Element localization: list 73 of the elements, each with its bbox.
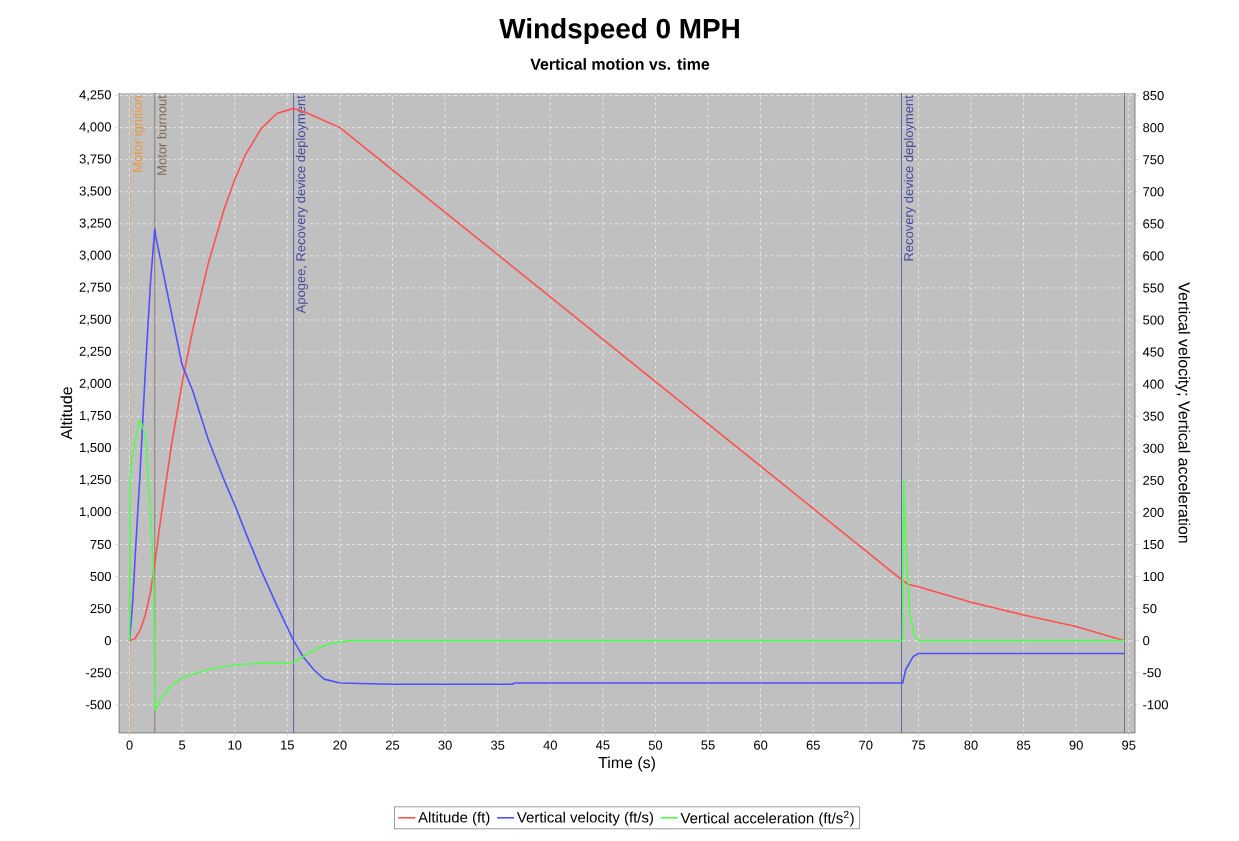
y-tick-label: 2,750 [79, 282, 111, 294]
y-tick-label: 1,250 [80, 474, 111, 486]
y-tick-label: 1,750 [80, 410, 111, 422]
x-tick-label: 20 [333, 740, 347, 750]
x-tick-label: 25 [385, 740, 400, 750]
x-tick-label: 90 [1069, 740, 1083, 750]
y-tick-label: 2,250 [79, 346, 111, 358]
y-tick-label: 4,250 [79, 90, 111, 101]
y2-tick-label: 450 [1142, 347, 1164, 357]
chart-title: Windspeed 0 MPH [499, 18, 739, 44]
y2-tick-label: 700 [1143, 187, 1164, 197]
x-tick-label: 10 [228, 740, 242, 750]
chart-subtitle: Vertical motion vs. time [530, 58, 710, 70]
y-tick-label: -250 [86, 668, 111, 678]
x-tick-label: 85 [1016, 740, 1031, 750]
y2-tick-label: 350 [1143, 411, 1164, 421]
y-tick-label: 500 [90, 571, 111, 582]
y-tick-label: 0 [104, 636, 111, 646]
y-tick-label: 250 [90, 604, 111, 614]
x-tick-label: 45 [595, 740, 610, 750]
x-tick-label: 75 [911, 740, 926, 750]
y-tick-label: 3,250 [79, 218, 111, 230]
x-tick-label: 0 [126, 740, 133, 750]
y-tick-label: 3,500 [79, 186, 111, 198]
y2-tick-label: 750 [1143, 155, 1164, 165]
y-tick-label: 1,500 [80, 442, 111, 454]
ref-line-label: Apogee, Recovery device deployment [295, 95, 308, 314]
y2-axis-title: Vertical velocity; Vertical acceleration [1175, 282, 1191, 543]
y-tick-label: -500 [86, 700, 111, 710]
x-tick-label: 35 [490, 740, 505, 750]
y-tick-label: 3,750 [79, 154, 111, 166]
y2-tick-label: -50 [1143, 668, 1161, 678]
ref-line-label: Motor ignition [132, 96, 145, 172]
y2-tick-label: 200 [1143, 507, 1164, 517]
ref-line-label: Motor burnout [156, 95, 167, 175]
x-tick-label: 95 [1122, 740, 1136, 750]
y2-tick-label: 250 [1143, 475, 1164, 485]
x-tick-label: 15 [281, 740, 294, 750]
x-tick-label: 40 [543, 740, 557, 750]
ref-line-label: Recovery device deployment [903, 95, 916, 261]
y-tick-label: 3,000 [79, 250, 111, 262]
line-series [128, 418, 1126, 711]
y-tick-label: 4,000 [79, 122, 111, 133]
legend-label: Altitude (ft) [418, 811, 490, 826]
legend-label: Vertical acceleration (ft/s$^{2}$) [680, 810, 854, 827]
x-tick-label: 70 [859, 740, 873, 750]
x-axis-title: Time (s) [598, 756, 655, 772]
y2-tick-label: 100 [1143, 571, 1164, 582]
x-tick-label: 30 [438, 740, 452, 750]
y2-tick-label: 150 [1143, 539, 1164, 550]
y-tick-label: 2,000 [79, 378, 111, 390]
y-tick-label: 1,000 [80, 507, 111, 518]
y2-tick-label: 850 [1143, 90, 1164, 101]
y2-tick-label: 550 [1143, 283, 1164, 293]
y2-tick-label: -100 [1143, 700, 1168, 710]
y2-tick-label: 300 [1143, 443, 1164, 453]
y2-tick-label: 400 [1142, 379, 1164, 389]
x-tick-label: 60 [754, 740, 768, 750]
y2-tick-label: 600 [1143, 251, 1164, 261]
y-axis-title: Altitude [60, 387, 73, 440]
x-tick-label: 5 [179, 740, 186, 750]
y2-tick-label: 800 [1143, 123, 1164, 133]
x-tick-label: 50 [648, 740, 663, 750]
y-tick-label: 750 [90, 539, 111, 550]
y2-tick-label: 0 [1143, 636, 1150, 646]
y2-tick-label: 500 [1143, 315, 1164, 325]
x-tick-label: 80 [964, 740, 978, 750]
y2-tick-label: 650 [1143, 219, 1164, 229]
y-tick-label: 2,500 [79, 314, 111, 326]
y2-tick-label: 50 [1143, 604, 1157, 614]
legend-label: Vertical velocity (ft/s) [516, 811, 653, 826]
x-tick-label: 55 [701, 740, 715, 750]
x-tick-label: 65 [806, 740, 820, 750]
